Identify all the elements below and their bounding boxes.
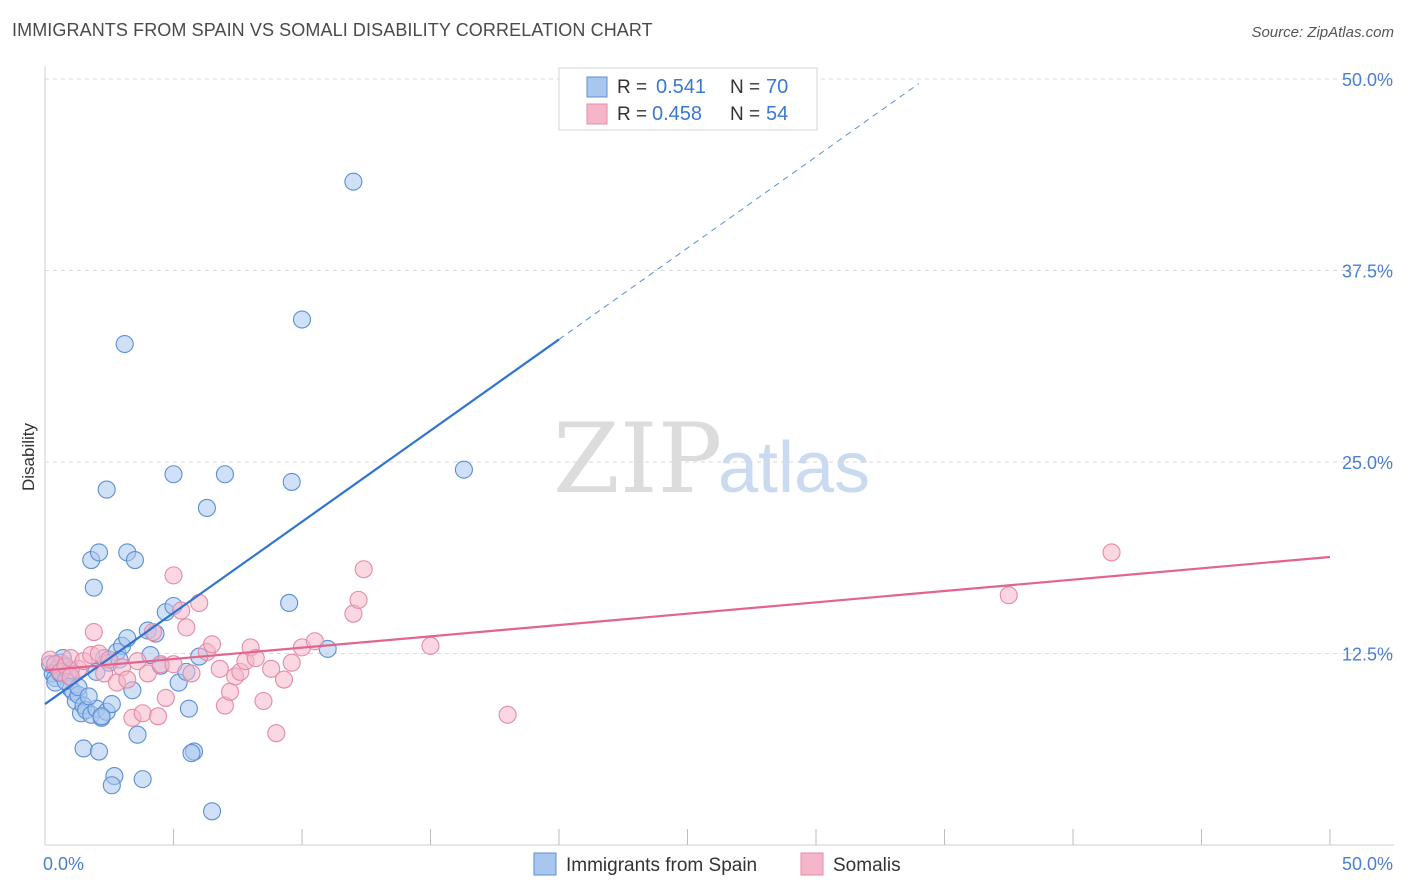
legend-n-label-blue: N =	[730, 77, 760, 98]
bottom-legend-swatch-blue	[533, 852, 557, 876]
y-tick-label-0: 12.5%	[1342, 645, 1393, 665]
point-spain-61	[454, 460, 473, 479]
legend-swatch-pink	[586, 103, 608, 125]
point-spain-52	[115, 334, 134, 354]
correlation-legend: R = 0.541 N = 70 R = 0.458 N = 54	[558, 67, 818, 131]
point-somali-17	[133, 704, 152, 723]
point-somali-50	[498, 705, 517, 724]
point-somali-33	[220, 682, 240, 701]
y-tick-label-3: 50.0%	[1342, 70, 1393, 90]
series-somalis	[41, 543, 1121, 743]
point-spain-67	[79, 687, 98, 706]
trend-lines	[44, 83, 1331, 705]
point-spain-60	[344, 172, 363, 191]
point-spain-27	[128, 725, 147, 744]
point-spain-53	[164, 465, 183, 484]
bottom-legend-swatch-pink	[800, 852, 824, 876]
point-somali-52	[1102, 543, 1121, 562]
point-spain-19	[102, 695, 121, 714]
point-spain-43	[182, 744, 201, 763]
point-somali-43	[282, 653, 301, 672]
source-credit: Source: ZipAtlas.com	[1251, 24, 1394, 41]
y-axis-title: Disability	[19, 422, 38, 491]
trend-line-spain-extension	[558, 83, 920, 340]
legend-r-value-pink: 0.458	[652, 103, 702, 125]
point-spain-56	[282, 472, 301, 491]
point-somali-39	[254, 691, 273, 711]
point-somali-8	[84, 623, 103, 642]
y-tick-label-1: 25.0%	[1342, 453, 1393, 473]
point-spain-55	[215, 465, 234, 484]
bottom-legend-label-pink: Somalis	[833, 855, 901, 876]
watermark: ZIP atlas	[553, 403, 870, 515]
point-spain-25	[118, 629, 137, 648]
point-spain-54	[197, 498, 216, 518]
x-tick-label-1: 50.0%	[1342, 854, 1393, 874]
point-somali-24	[164, 566, 183, 585]
legend-r-label-pink: R =	[617, 104, 647, 125]
point-somali-20	[149, 707, 168, 726]
point-somali-48	[354, 560, 373, 579]
legend-n-value-blue: 70	[766, 76, 788, 98]
point-somali-25	[172, 601, 191, 620]
trend-line-spain	[44, 338, 560, 705]
trend-line-somalis	[44, 555, 1331, 672]
x-tick-label-0: 0.0%	[43, 854, 84, 874]
point-somali-51	[999, 586, 1018, 605]
legend-swatch-blue	[586, 76, 608, 98]
point-somali-31	[210, 659, 229, 678]
point-somali-38	[246, 649, 265, 668]
point-somali-19	[143, 623, 162, 642]
point-spain-29	[89, 742, 109, 761]
point-spain-50	[125, 550, 144, 570]
point-somali-41	[267, 724, 286, 743]
point-somali-40	[262, 659, 281, 678]
point-spain-45	[203, 802, 222, 821]
legend-r-value-blue: 0.541	[656, 76, 706, 98]
y-tick-label-2: 37.5%	[1342, 262, 1393, 282]
point-somali-14	[118, 670, 137, 689]
point-somali-18	[138, 664, 157, 683]
point-spain-59	[292, 310, 312, 329]
tick-labels: 12.5% 25.0% 37.5% 50.0% 0.0% 50.0%	[43, 70, 1393, 874]
point-spain-51	[84, 578, 103, 597]
point-somali-42	[274, 670, 294, 689]
legend-r-label-blue: R =	[617, 77, 647, 98]
point-spain-32	[133, 770, 152, 789]
point-somali-27	[182, 664, 201, 683]
legend-n-label-pink: N =	[730, 104, 760, 125]
point-somali-22	[156, 688, 175, 707]
chart-title: IMMIGRANTS FROM SPAIN VS SOMALI DISABILI…	[12, 20, 653, 40]
gridlines	[45, 78, 1394, 654]
point-spain-69	[92, 707, 111, 726]
legend-n-value-pink: 54	[766, 103, 788, 125]
point-somali-28	[190, 593, 209, 612]
point-spain-57	[280, 593, 299, 612]
point-spain-28	[74, 739, 93, 758]
bottom-legend-label-blue: Immigrants from Spain	[566, 855, 757, 876]
point-spain-48	[97, 480, 116, 499]
point-spain-47	[89, 543, 109, 562]
watermark-zip: ZIP	[553, 403, 722, 515]
point-somali-26	[177, 618, 196, 637]
series-legend: Immigrants from Spain Somalis	[533, 852, 901, 876]
axes	[44, 66, 1394, 846]
point-spain-41	[179, 699, 198, 718]
watermark-atlas: atlas	[718, 428, 870, 508]
point-somali-49	[421, 636, 440, 655]
point-somali-30	[203, 635, 222, 654]
point-spain-31	[102, 776, 121, 795]
point-somali-47	[349, 590, 368, 609]
